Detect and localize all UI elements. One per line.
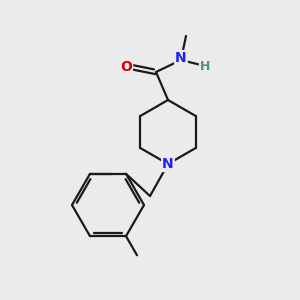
Text: N: N [162, 157, 174, 171]
Text: N: N [175, 51, 187, 65]
Text: O: O [120, 60, 132, 74]
Text: H: H [200, 61, 210, 74]
